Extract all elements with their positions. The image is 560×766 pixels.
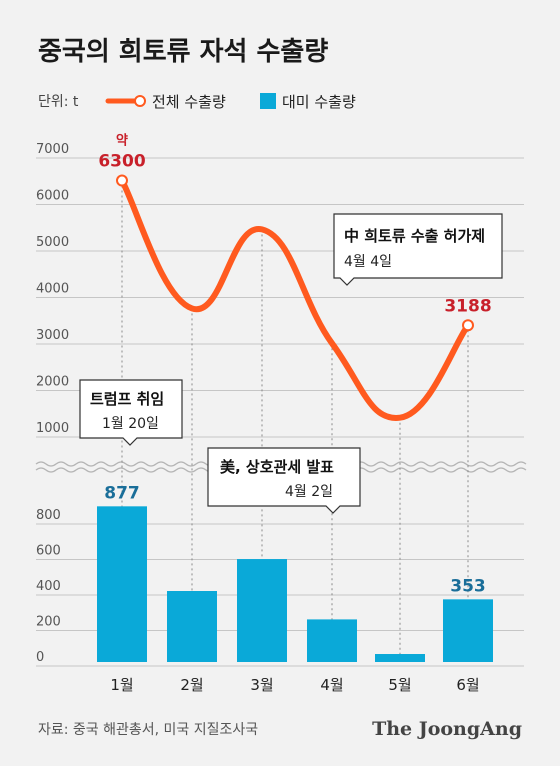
line-data-label: 3188 (444, 296, 491, 316)
annotation-export-permit-title: 中 희토류 수출 허가제 (344, 227, 485, 245)
legend-bar-label: 대미 수출량 (282, 93, 356, 111)
x-tick-label: 6월 (456, 676, 479, 694)
line-y-tick-label: 4000 (36, 282, 69, 297)
x-tick-label: 1월 (110, 676, 133, 694)
line-y-tick-label: 2000 (36, 375, 69, 390)
x-tick-label: 2월 (180, 676, 203, 694)
chart-title: 중국의 희토류 자석 수출량 (38, 37, 328, 67)
legend-bar-swatch (260, 93, 276, 109)
annotation-tariff-announcement-title: 美, 상호관세 발표 (220, 458, 334, 476)
line-y-tick-label: 6000 (36, 189, 69, 204)
brand-logo: The JoongAng (372, 718, 522, 740)
unit-label: 단위: t (38, 94, 79, 110)
annotation-trump-inauguration-date: 1월 20일 (102, 416, 159, 432)
annotation-export-permit: 中 희토류 수출 허가제 4월 4일 (333, 213, 503, 286)
annotation-trump-inauguration: 트럼프 취임 1월 20일 (79, 379, 183, 446)
bar-y-tick-label: 600 (36, 544, 61, 559)
bars (97, 506, 493, 662)
legend: 전체 수출량 대미 수출량 (105, 93, 356, 111)
line-y-tick-label: 5000 (36, 235, 69, 250)
x-tick-label: 4월 (320, 676, 343, 694)
line-point-marker (462, 319, 474, 332)
bar-data-labels: 877 353 (104, 483, 486, 596)
bar-y-tick-label: 200 (36, 615, 61, 630)
legend-line-label: 전체 수출량 (152, 93, 226, 111)
bar (97, 506, 147, 662)
annotation-tariff-announcement: 美, 상호관세 발표 4월 2일 (207, 447, 361, 514)
x-tick-label: 3월 (250, 676, 273, 694)
line-series (116, 174, 474, 421)
legend-line-swatch (105, 95, 146, 107)
bar-chart-y-ticks: 0 200 400 600 800 (36, 508, 61, 665)
line-point-marker (116, 174, 128, 187)
bar (375, 654, 425, 662)
bar-y-tick-label: 0 (36, 650, 44, 665)
bar (307, 619, 357, 662)
bar-data-label: 353 (450, 576, 486, 596)
source-note: 자료: 중국 해관총서, 미국 지질조사국 (38, 722, 258, 738)
bar-y-tick-label: 400 (36, 579, 61, 594)
bar (167, 591, 217, 662)
line-data-label: 6300 (98, 152, 145, 172)
bar (443, 599, 493, 662)
annotation-export-permit-date: 4월 4일 (344, 254, 392, 270)
line-data-label-prefix: 약 (116, 133, 128, 149)
annotation-trump-inauguration-title: 트럼프 취임 (90, 390, 164, 408)
x-tick-label: 5월 (388, 676, 411, 694)
bar-y-tick-label: 800 (36, 508, 61, 523)
line-y-tick-label: 1000 (36, 421, 69, 436)
line-chart-y-ticks: 1000 2000 3000 4000 5000 6000 7000 (36, 142, 69, 436)
bar (237, 559, 287, 662)
line-y-tick-label: 3000 (36, 328, 69, 343)
bar-data-label: 877 (104, 483, 140, 503)
line-y-tick-label: 7000 (36, 142, 69, 157)
line-series-path (119, 177, 471, 421)
line-data-labels: 6300 약 3188 (98, 133, 491, 317)
x-axis-ticks: 1월 2월 3월 4월 5월 6월 (110, 676, 479, 694)
annotation-tariff-announcement-date: 4월 2일 (285, 484, 333, 500)
